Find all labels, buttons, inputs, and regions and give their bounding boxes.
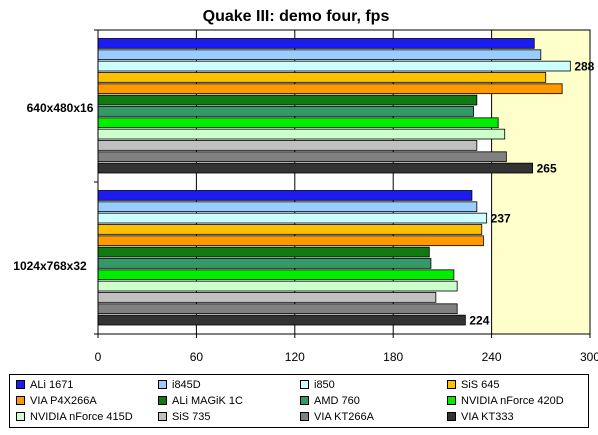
legend-swatch [158, 412, 167, 421]
bar-0-10 [97, 151, 507, 163]
legend-label: AMD 760 [314, 394, 360, 407]
legend-swatch [158, 396, 167, 405]
category-label-0: 640x480x16 [27, 101, 94, 115]
legend-swatch [16, 412, 25, 421]
legend-item: VIA KT266A [300, 409, 374, 424]
bar-1-9 [97, 292, 437, 303]
legend-swatch [16, 396, 25, 405]
bar-1-11 [97, 314, 466, 326]
legend-swatch [158, 380, 167, 389]
bar-1-5 [97, 246, 430, 258]
data-label-1-2: 237 [491, 211, 511, 225]
bar-0-11 [97, 162, 534, 174]
legend-item: NVIDIA nForce 415D [16, 409, 133, 424]
bar-1-3 [97, 224, 483, 235]
x-tick-label-180: 180 [383, 350, 403, 364]
data-label-0-2: 288 [574, 59, 594, 73]
bar-1-6 [97, 258, 432, 269]
bar-1-1 [97, 201, 478, 213]
legend-swatch [447, 396, 456, 405]
legend-swatch [300, 412, 309, 421]
legend-item: AMD 760 [300, 393, 360, 408]
legend-swatch [447, 380, 456, 389]
bar-0-4 [97, 83, 563, 95]
bar-0-9 [97, 140, 478, 151]
chart: Quake III: demo four, fps 288 265 237 224 0 6… [13, 8, 598, 364]
legend-swatch [300, 380, 309, 389]
bar-1-8 [97, 280, 458, 292]
legend-label: ALi 1671 [30, 378, 74, 391]
bar-0-8 [97, 128, 506, 140]
legend-swatch [300, 396, 309, 405]
x-tick-label-0: 0 [95, 350, 102, 364]
legend-item: VIA KT333 [447, 409, 514, 424]
legend-label: VIA KT333 [461, 410, 514, 423]
legend-label: NVIDIA nForce 415D [30, 410, 133, 423]
bar-0-0 [97, 38, 535, 49]
legend-item: SiS 645 [447, 377, 500, 392]
legend-label: i850 [314, 378, 335, 391]
legend-item: ALi 1671 [16, 377, 73, 392]
x-tick-label-120: 120 [285, 350, 305, 364]
legend-item: SiS 735 [158, 409, 211, 424]
legend-label: ALi MAGiK 1C [172, 394, 243, 407]
legend-label: SiS 735 [172, 410, 211, 423]
bar-1-10 [97, 303, 458, 315]
x-tick-label-240: 240 [482, 350, 502, 364]
legend-item: i850 [300, 377, 335, 392]
bar-1-2 [97, 212, 488, 224]
legend-item: ALi MAGiK 1C [158, 393, 243, 408]
data-label-1-11: 224 [469, 313, 489, 327]
bar-0-3 [97, 72, 547, 83]
legend-swatch [16, 380, 25, 389]
x-tick-label-60: 60 [190, 350, 204, 364]
bar-0-6 [97, 106, 474, 117]
data-label-0-11: 265 [537, 161, 557, 175]
x-tick-label-300: 300 [580, 350, 598, 364]
bar-0-2 [97, 60, 571, 72]
chart-title: Quake III: demo four, fps [203, 8, 390, 25]
category-label-1: 1024x768x32 [13, 259, 87, 273]
bar-1-7 [97, 269, 455, 281]
legend-label: i845D [172, 378, 201, 391]
bar-0-1 [97, 49, 542, 61]
legend-item: i845D [158, 377, 201, 392]
legend-label: VIA KT266A [314, 410, 374, 423]
legend-item: VIA P4X266A [16, 393, 97, 408]
legend-item: NVIDIA nForce 420D [447, 393, 564, 408]
bar-1-0 [97, 190, 473, 201]
bar-1-4 [97, 235, 484, 247]
bar-0-7 [97, 117, 499, 129]
legend: ALi 1671 i845D i850 SiS 645 VIA P4X266A ALi M… [9, 374, 589, 428]
bar-0-5 [97, 94, 478, 106]
legend-label: NVIDIA nForce 420D [461, 394, 564, 407]
legend-label: VIA P4X266A [30, 394, 97, 407]
legend-label: SiS 645 [461, 378, 500, 391]
legend-swatch [447, 412, 456, 421]
